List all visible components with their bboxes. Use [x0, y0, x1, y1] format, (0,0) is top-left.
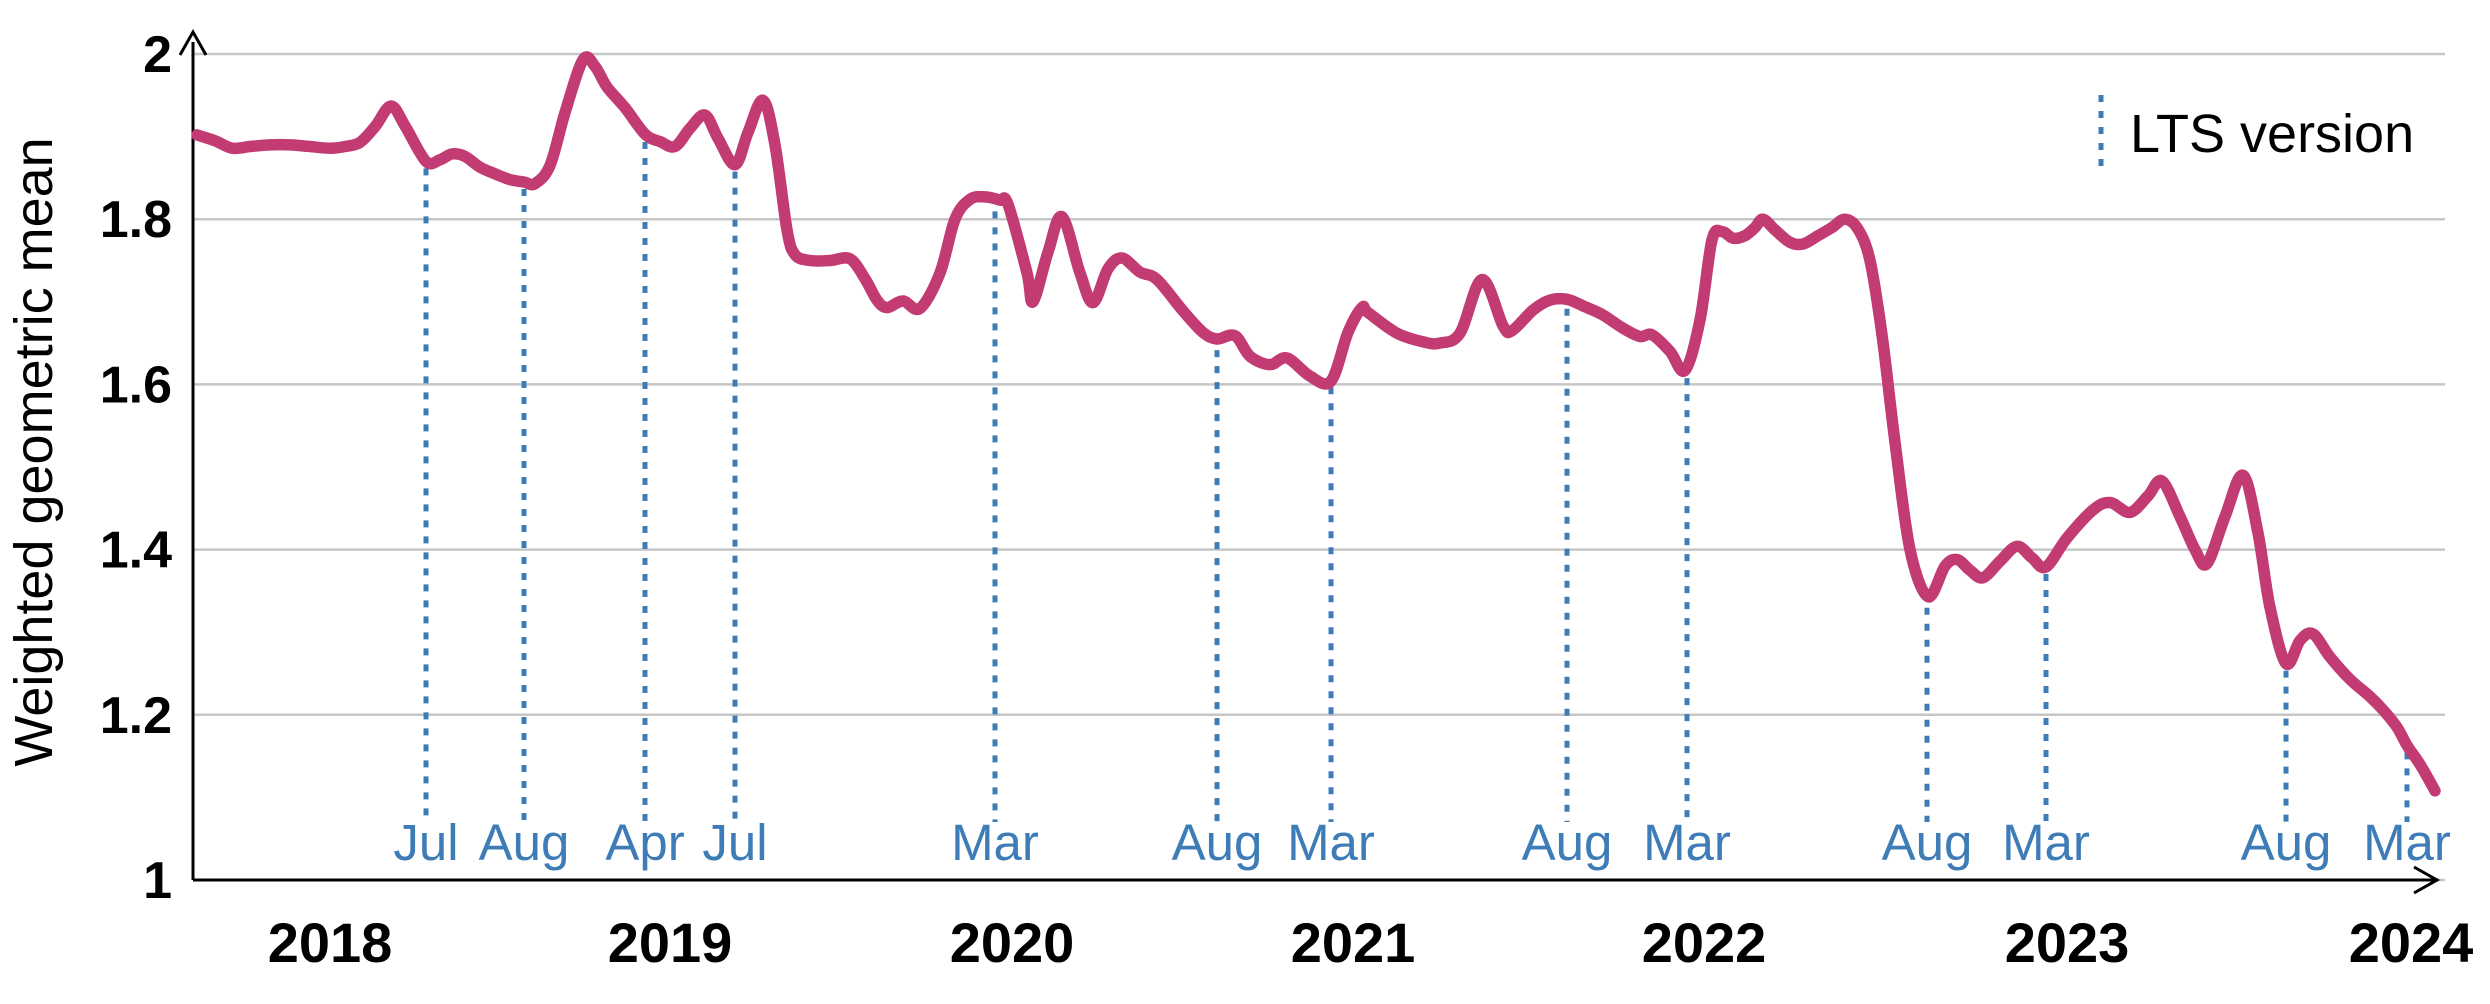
- y-axis-title: Weighted geometric mean: [4, 137, 64, 766]
- legend-label: LTS version: [2130, 104, 2414, 164]
- lts-month-label: Aug: [1172, 814, 1263, 871]
- y-tick-label: 1.2: [100, 687, 172, 745]
- y-tick-label: 1.4: [100, 522, 172, 580]
- x-year-label: 2021: [1291, 911, 1416, 974]
- x-year-label: 2023: [2005, 911, 2130, 974]
- x-axis-arrow: [2413, 865, 2441, 895]
- lts-month-label: Jul: [702, 814, 767, 871]
- x-year-label: 2019: [608, 911, 733, 974]
- lts-month-label: Mar: [2002, 814, 2090, 871]
- x-year-label: 2024: [2349, 911, 2474, 974]
- y-tick-label: 1.8: [100, 191, 172, 249]
- lts-month-label: Mar: [2363, 814, 2451, 871]
- y-tick-label: 1: [143, 852, 172, 910]
- lts-month-label: Apr: [605, 814, 684, 871]
- x-year-label: 2018: [268, 911, 393, 974]
- x-year-label: 2022: [1642, 911, 1767, 974]
- y-tick-label: 2: [143, 26, 172, 84]
- lts-month-label: Aug: [1882, 814, 1973, 871]
- lts-month-label: Aug: [1522, 814, 1613, 871]
- y-tick-label: 1.6: [100, 356, 172, 414]
- lts-month-label: Aug: [2241, 814, 2332, 871]
- lts-month-label: Jul: [393, 814, 458, 871]
- series-weighted-geometric-mean: [191, 51, 2441, 797]
- lts-month-label: Mar: [1643, 814, 1731, 871]
- x-year-label: 2020: [950, 911, 1075, 974]
- lts-month-label: Mar: [951, 814, 1039, 871]
- lts-month-label: Mar: [1287, 814, 1375, 871]
- lts-month-label: Aug: [479, 814, 570, 871]
- y-axis-arrow: [178, 28, 208, 56]
